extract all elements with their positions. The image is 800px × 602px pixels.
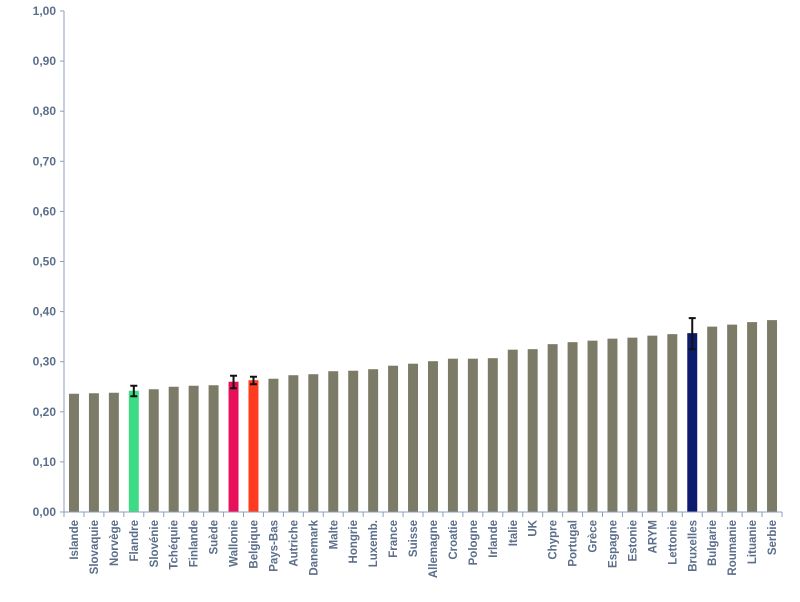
bar	[647, 335, 658, 512]
bar	[348, 370, 359, 512]
x-axis: Islande Slovaquie Norvège Flandre Slovénie Tc…	[63, 511, 783, 578]
x-tick-label: Pologne	[468, 520, 480, 565]
bar	[507, 349, 518, 512]
bar	[388, 365, 399, 512]
x-tick-label: Espagne	[607, 520, 619, 568]
x-tick-label: Allemagne	[428, 520, 440, 578]
bar	[68, 393, 79, 512]
x-tick-label: Finlande	[189, 520, 201, 567]
bar	[747, 322, 758, 512]
bar	[447, 358, 458, 512]
bar	[667, 334, 678, 512]
x-tick-label: Lettonie	[667, 520, 679, 565]
x-tick-label: Slovénie	[149, 520, 161, 567]
y-tick-label: 0,20	[33, 405, 57, 419]
y-tick-label: 0,50	[33, 255, 57, 269]
x-tick-label: Flandre	[129, 520, 141, 562]
error-bar	[130, 384, 138, 398]
y-tick-label: 0,00	[33, 505, 57, 519]
bar	[408, 363, 419, 512]
x-tick-label: Irlande	[488, 520, 500, 558]
x-tick-label: Hongrie	[348, 520, 360, 563]
bar	[707, 326, 718, 512]
bar	[128, 390, 139, 512]
bar	[567, 342, 578, 512]
y-tick-label: 0,60	[33, 204, 57, 218]
bars	[68, 320, 778, 512]
y-tick-label: 0,70	[33, 154, 57, 168]
bar	[208, 385, 219, 512]
x-tick-label: Danemark	[308, 519, 320, 575]
x-tick-label: Suède	[209, 520, 221, 555]
x-tick-label: Slovaquie	[89, 520, 101, 574]
bar	[228, 381, 239, 512]
x-tick-label: Croatie	[448, 520, 460, 560]
bar	[268, 378, 279, 512]
error-bar	[230, 374, 238, 390]
x-tick-label: Malte	[328, 520, 340, 549]
x-tick-label: Islande	[69, 520, 81, 560]
bar	[547, 344, 558, 512]
bar	[328, 371, 339, 512]
x-tick-label: Bruxelles	[687, 520, 699, 572]
bar	[627, 337, 638, 512]
bar	[248, 380, 259, 512]
x-tick-label: Autriche	[288, 520, 300, 567]
bar	[487, 358, 498, 512]
error-bar	[688, 317, 696, 351]
bar	[368, 369, 379, 512]
x-tick-label: Bulgarie	[707, 520, 719, 566]
x-tick-label: Serbie	[767, 520, 779, 555]
bar	[108, 392, 119, 512]
bar	[467, 358, 478, 512]
bar	[288, 375, 299, 512]
bar	[527, 349, 538, 512]
bar	[587, 340, 598, 512]
x-tick-label: Italie	[508, 520, 520, 546]
bar	[607, 338, 618, 512]
x-tick-label: Belgique	[248, 520, 260, 569]
x-tick-label: Pays-Bas	[268, 520, 280, 572]
y-tick-label: 1,00	[33, 4, 57, 18]
y-tick-label: 0,10	[33, 455, 57, 469]
bar	[767, 320, 778, 512]
bar	[687, 333, 698, 512]
bar	[308, 374, 319, 512]
x-tick-label: Roumanie	[727, 520, 739, 576]
x-tick-label: Grèce	[588, 520, 600, 553]
x-tick-label: UK	[528, 519, 540, 536]
bar	[168, 386, 179, 512]
bar	[88, 393, 99, 512]
x-tick-label: France	[388, 520, 400, 558]
y-tick-label: 0,80	[33, 104, 57, 118]
y-tick-label: 0,30	[33, 355, 57, 369]
x-tick-label: Luxemb.	[368, 520, 380, 567]
error-bars	[130, 317, 696, 398]
x-tick-label: ARYM	[647, 520, 659, 553]
error-bar	[249, 375, 257, 386]
bar	[427, 361, 438, 512]
bar	[727, 324, 738, 512]
x-tick-label: Estonie	[627, 520, 639, 562]
bar	[188, 385, 199, 512]
x-tick-label: Chypre	[548, 520, 560, 560]
x-tick-label: Suisse	[408, 520, 420, 557]
x-tick-label: Wallonie	[229, 520, 241, 567]
x-tick-label: Lituanie	[747, 520, 759, 564]
x-tick-label: Portugal	[568, 520, 580, 567]
x-tick-label: Norvège	[109, 520, 121, 566]
y-axis: 0,00 0,10 0,20 0,30 0,40 0,50 0,60 0,70 0,80 0,90…	[33, 4, 65, 519]
x-tick-label: Tchéquie	[169, 520, 181, 570]
y-tick-label: 0,40	[33, 305, 57, 319]
bar	[148, 389, 159, 512]
y-tick-label: 0,90	[33, 54, 57, 68]
